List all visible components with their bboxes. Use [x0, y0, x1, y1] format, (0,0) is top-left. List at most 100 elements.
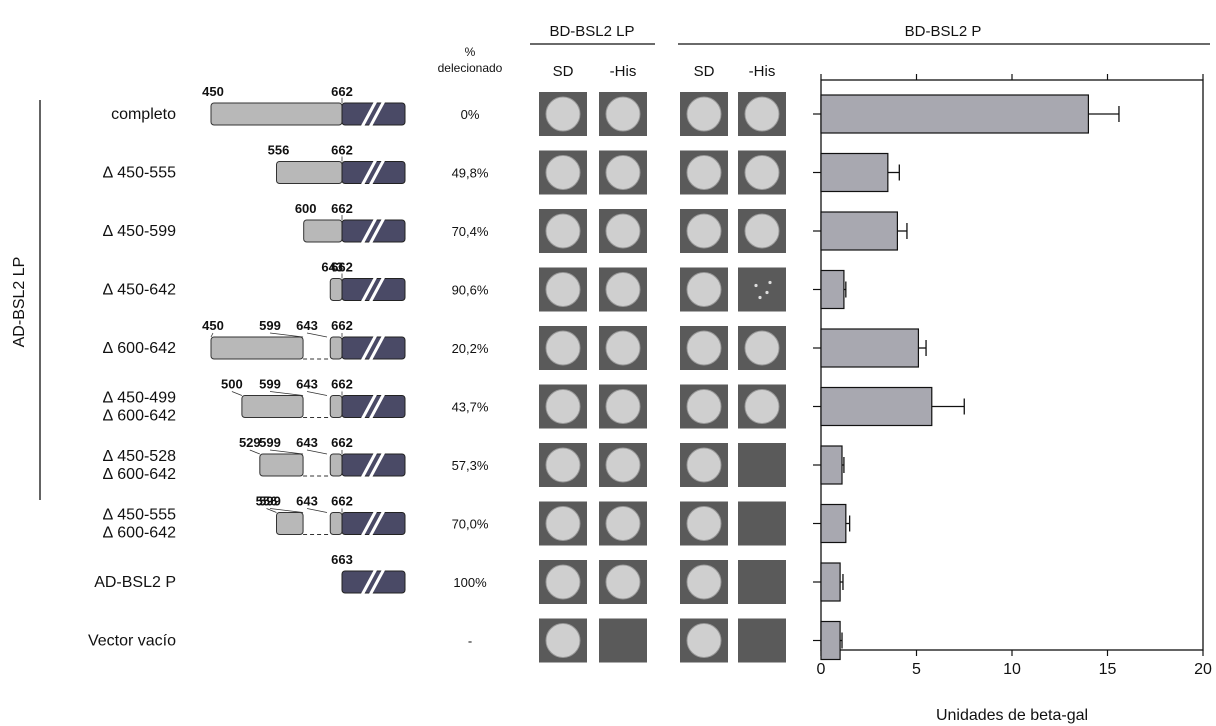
- break-mark: [368, 217, 386, 245]
- number-tick: [306, 332, 328, 338]
- residue-number: 450: [202, 84, 224, 99]
- row-label: ∆ 450-555: [103, 165, 176, 182]
- plate-p-sd: [680, 618, 728, 663]
- percent-deleted: 20,2%: [452, 341, 489, 356]
- construct-row: ∆ 450-599 600 662 70,4%: [103, 201, 786, 253]
- plate-p-sd: [680, 92, 728, 136]
- colony-spot: [545, 564, 581, 600]
- plate-p-his: [738, 560, 786, 604]
- plate-lp-sd: [539, 209, 587, 253]
- plate-lp-his: [599, 267, 647, 312]
- plate-square: [599, 618, 647, 663]
- percent-deleted: -: [468, 634, 472, 649]
- row-label: ∆ 450-642: [103, 282, 176, 299]
- bar: [820, 269, 845, 310]
- construct-row: ∆ 600-642 450 599 643 662 20,2%: [103, 318, 786, 370]
- row-label: ∆ 450-555: [103, 507, 176, 524]
- row-label: ∆ 450-499: [103, 390, 176, 407]
- plate-p-sd: [680, 560, 728, 604]
- break-mark: [360, 158, 378, 187]
- construct-segment: [210, 102, 343, 126]
- lp-sd-header: SD: [553, 63, 574, 80]
- number-tick: [231, 391, 243, 396]
- residue-number: 556: [256, 494, 278, 509]
- residue-number: 643: [321, 260, 343, 275]
- break-mark: [360, 509, 378, 538]
- residue-number: 529: [239, 435, 261, 450]
- construct-row: completo 450 662 0%: [111, 84, 786, 136]
- plate-p-his: [738, 618, 786, 663]
- number-tick: [306, 449, 328, 455]
- colony-spot: [686, 96, 722, 132]
- plate-lp-his: [599, 92, 647, 136]
- residue-number: 662: [331, 435, 353, 450]
- row-label: completo: [111, 106, 176, 123]
- plate-lp-sd: [539, 92, 587, 136]
- bar: [820, 386, 933, 427]
- plate-p-sd: [680, 443, 728, 487]
- residue-number: 662: [331, 494, 353, 509]
- plate-lp-his: [599, 443, 647, 487]
- plate-square: [738, 501, 786, 546]
- colony-spot: [605, 213, 641, 249]
- row-label-2: ∆ 600-642: [103, 408, 176, 425]
- number-tick: [249, 449, 260, 455]
- p-sd-header: SD: [694, 63, 715, 80]
- residue-number: 663: [331, 552, 353, 567]
- construct-row: Vector vacío -: [88, 618, 786, 663]
- residue-number: 643: [296, 377, 318, 392]
- plate-lp-his: [599, 150, 647, 195]
- construct-segment: [276, 161, 343, 184]
- plate-square: [738, 267, 786, 312]
- plate-square: [738, 560, 786, 604]
- plate-p-sd: [680, 267, 728, 312]
- residue-number: 500: [221, 377, 243, 392]
- plate-lp-his: [599, 326, 647, 370]
- colony-spot: [545, 330, 581, 366]
- colony-spot: [686, 564, 722, 600]
- colony-spot: [545, 506, 581, 541]
- x-tick-label: 20: [1194, 661, 1212, 678]
- bar: [820, 503, 847, 544]
- construct-row: AD-BSL2 P 663 100%: [94, 552, 786, 604]
- plate-p-his: [738, 150, 786, 195]
- plate-lp-sd: [539, 326, 587, 370]
- colony-spot: [744, 330, 780, 366]
- plate-lp-his: [599, 560, 647, 604]
- residue-number: 599: [259, 435, 281, 450]
- number-tick: [266, 508, 277, 513]
- colony-spot: [686, 623, 722, 658]
- residue-number: 599: [259, 377, 281, 392]
- plate-lp-sd: [539, 560, 587, 604]
- break-mark: [360, 451, 378, 479]
- break-mark: [360, 100, 378, 128]
- construct-segment: [210, 336, 304, 360]
- colony-dot: [754, 283, 758, 288]
- number-tick: [269, 391, 304, 396]
- number-tick: [269, 449, 304, 455]
- plate-p-his: [738, 267, 786, 312]
- colony-spot: [605, 330, 641, 366]
- pct-header: delecionado: [438, 61, 503, 75]
- bd-p-header: BD-BSL2 P: [905, 23, 982, 40]
- bar: [820, 562, 841, 602]
- colony-spot: [686, 389, 722, 424]
- break-mark: [360, 568, 378, 596]
- plate-p-his: [738, 92, 786, 136]
- break-mark: [368, 392, 386, 421]
- residue-number: 556: [268, 143, 290, 158]
- colony-spot: [545, 389, 581, 424]
- plate-lp-sd: [539, 443, 587, 487]
- plate-p-his: [738, 443, 786, 487]
- row-label: ∆ 450-528: [103, 448, 176, 465]
- colony-spot: [744, 96, 780, 132]
- row-label-2: ∆ 600-642: [103, 525, 176, 542]
- plate-p-sd: [680, 209, 728, 253]
- construct-segment: [241, 395, 304, 418]
- percent-deleted: 70,4%: [452, 224, 489, 239]
- construct-segment: [329, 453, 343, 477]
- colony-spot: [545, 623, 581, 658]
- colony-dot: [768, 280, 772, 285]
- colony-spot: [686, 506, 722, 541]
